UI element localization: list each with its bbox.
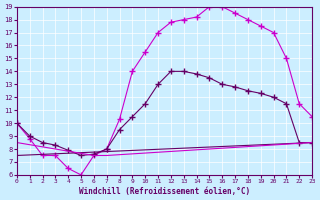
X-axis label: Windchill (Refroidissement éolien,°C): Windchill (Refroidissement éolien,°C) [79,187,250,196]
